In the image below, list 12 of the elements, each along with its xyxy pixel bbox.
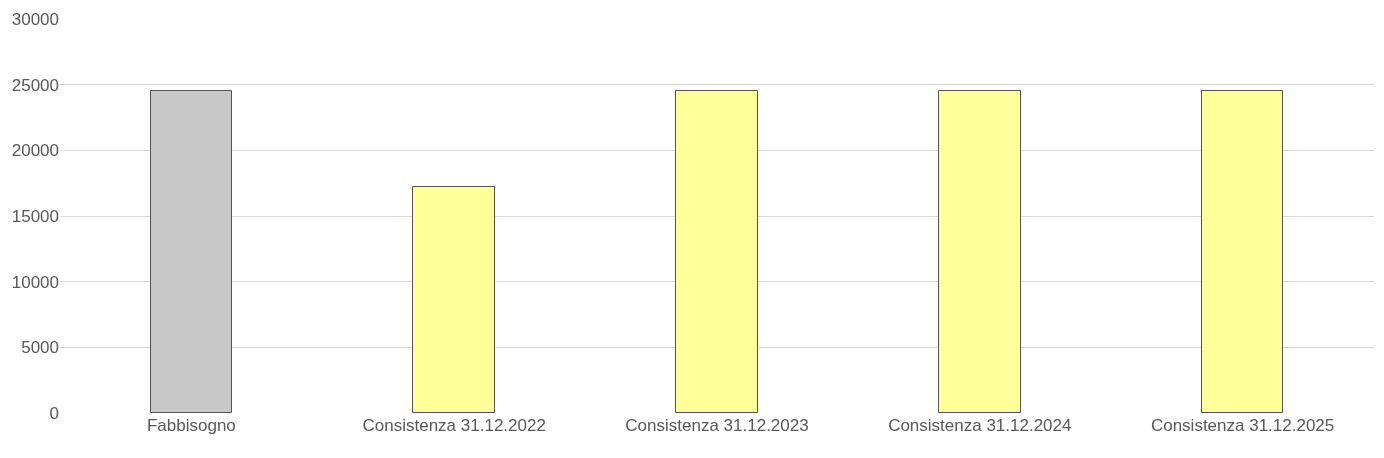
x-tick-label: Consistenza 31.12.2022 [362, 416, 546, 435]
y-tick-label: 10000 [11, 272, 59, 292]
y-tick-label: 25000 [11, 75, 59, 95]
y-tick-label: 20000 [11, 141, 59, 161]
x-tick-label: Fabbisogno [146, 416, 236, 435]
y-tick-label: 0 [49, 403, 59, 423]
x-tick-label: Consistenza 31.12.2025 [1150, 416, 1335, 435]
y-tick-label: 30000 [11, 9, 59, 29]
y-tick-label: 15000 [11, 206, 59, 226]
x-tick-label: Consistenza 31.12.2024 [888, 416, 1072, 435]
x-tick-label: Consistenza 31.12.2023 [625, 416, 809, 435]
y-tick-label: 5000 [21, 338, 59, 358]
